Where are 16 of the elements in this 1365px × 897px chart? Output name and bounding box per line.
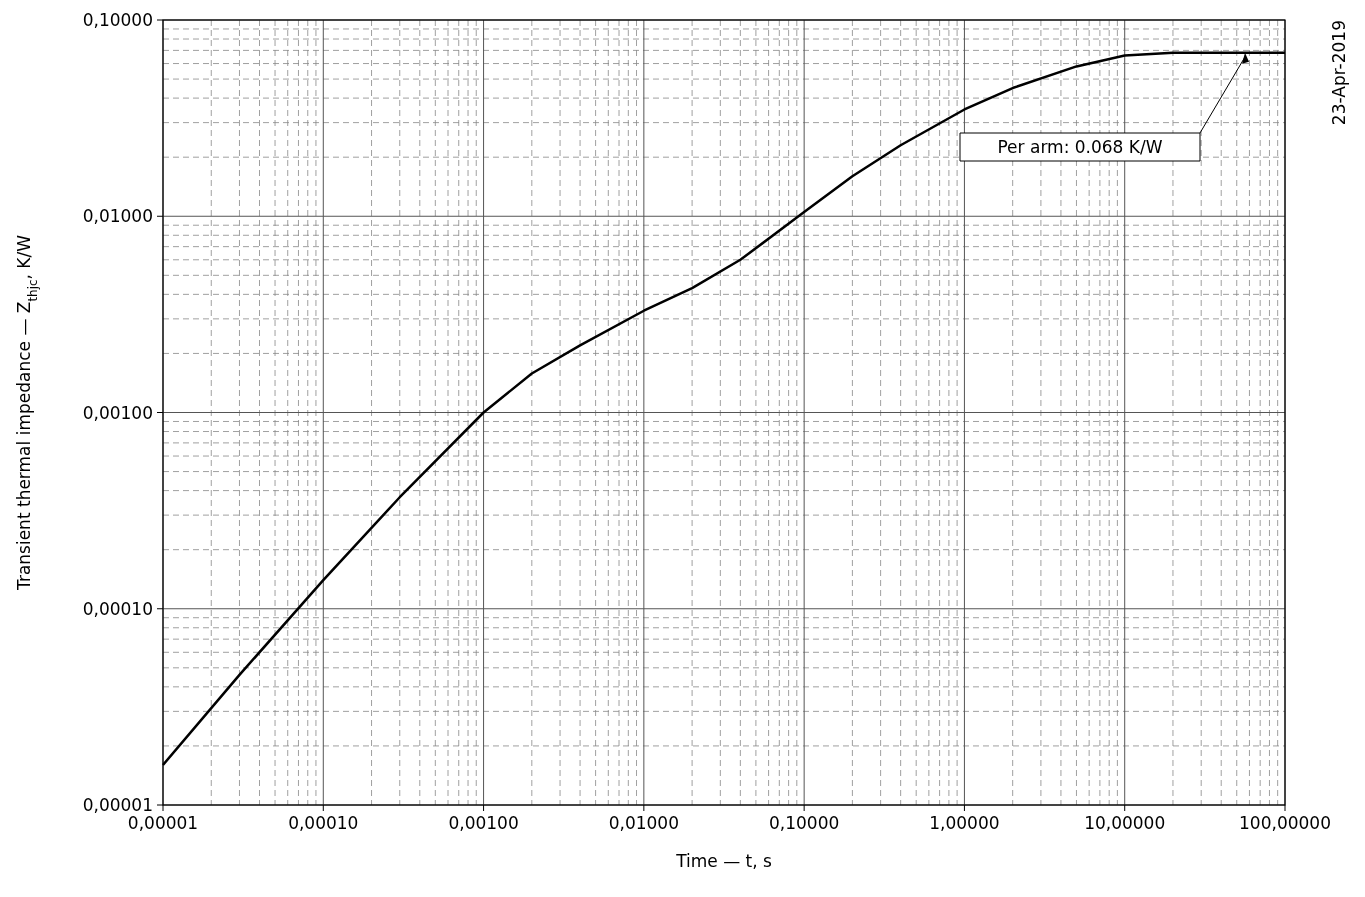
y-tick-label: 0,00010 [82,598,153,619]
annotation: Per arm: 0.068 K/W [997,137,1163,157]
x-tick-label: 0,00100 [448,813,519,833]
y-tick-label: 0,00001 [82,795,153,815]
x-tick-label: 100,00000 [1239,813,1331,833]
x-tick-label: 0,01000 [608,813,680,833]
text: 23-Apr-2019 [1329,20,1349,126]
x-tick-label: 0,00010 [288,813,359,833]
x-tick-label: 1,00000 [929,813,1000,833]
x-tick-label: 10,00000 [1084,813,1166,833]
y-tick-label: 0,01000 [82,206,153,227]
y-tick-label: 0,10000 [82,10,153,30]
y-tick-label: 0,00100 [82,402,153,423]
x-axis-title: Time — t, s [675,851,773,871]
x-tick-label: 0,00001 [127,813,199,833]
x-tick-label: 0,10000 [768,813,840,833]
